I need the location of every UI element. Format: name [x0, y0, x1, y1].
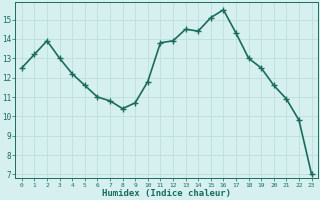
- X-axis label: Humidex (Indice chaleur): Humidex (Indice chaleur): [102, 189, 231, 198]
